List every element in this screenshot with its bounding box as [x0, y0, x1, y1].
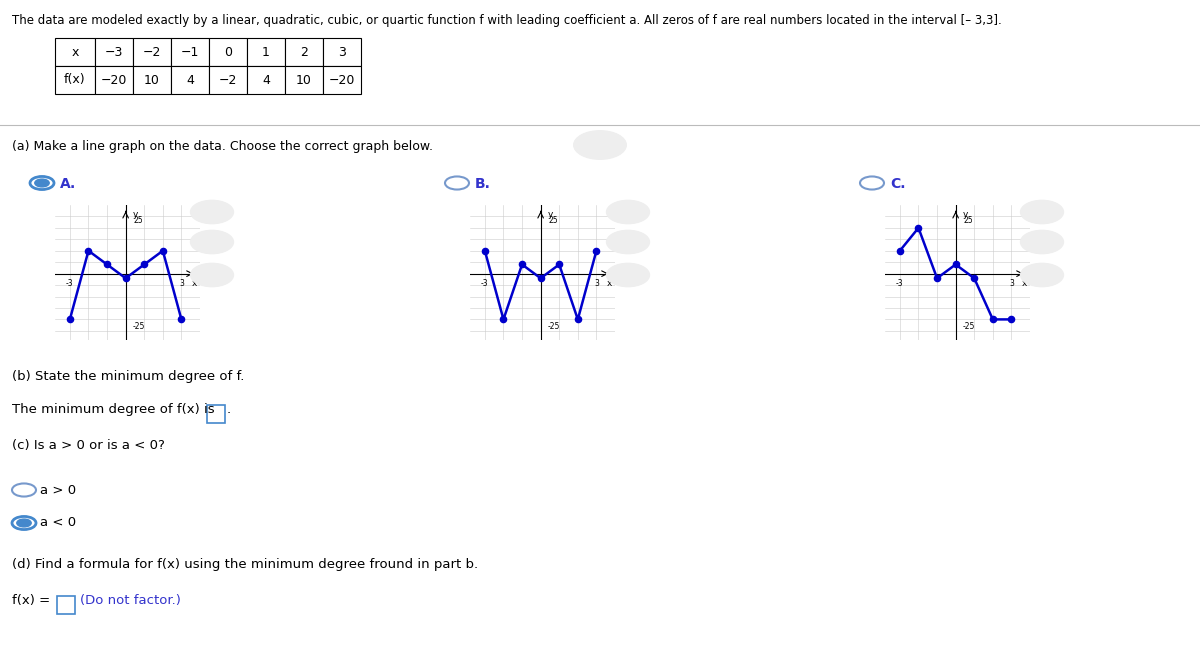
Bar [133, 38, 172, 66]
Point [154, 245, 173, 256]
Bar [172, 66, 209, 94]
Text: ⊖: ⊖ [208, 237, 217, 247]
Text: x: x [192, 279, 197, 288]
Text: x: x [607, 279, 612, 288]
Text: 4: 4 [262, 73, 270, 86]
Text: -3: -3 [66, 279, 73, 288]
Text: -25: -25 [548, 322, 560, 331]
Point [97, 259, 116, 269]
Text: B.: B. [475, 177, 491, 191]
Text: −2: −2 [218, 73, 238, 86]
Bar [323, 38, 361, 66]
Text: (c) Is a > 0 or is a < 0?: (c) Is a > 0 or is a < 0? [12, 439, 164, 452]
Bar [55, 38, 95, 66]
Text: f(x): f(x) [64, 73, 86, 86]
Text: -25: -25 [133, 322, 145, 331]
Text: 3: 3 [179, 279, 184, 288]
Text: 0: 0 [224, 46, 232, 58]
Bar [247, 66, 286, 94]
Point [494, 314, 514, 324]
Text: 25: 25 [964, 216, 973, 226]
Text: -3: -3 [896, 279, 904, 288]
Text: 10: 10 [144, 73, 160, 86]
Bar [323, 66, 361, 94]
Text: 25: 25 [548, 216, 558, 226]
Text: (a) Make a line graph on the data. Choose the correct graph below.: (a) Make a line graph on the data. Choos… [12, 140, 433, 153]
Text: y: y [133, 209, 138, 218]
Point [587, 245, 606, 256]
Point [569, 314, 588, 324]
Bar [133, 66, 172, 94]
Bar [95, 38, 133, 66]
Text: f(x) =: f(x) = [12, 594, 50, 607]
Text: −1: −1 [181, 46, 199, 58]
Bar [55, 66, 95, 94]
Text: A.: A. [60, 177, 77, 191]
Point [1002, 314, 1021, 324]
Text: −20: −20 [329, 73, 355, 86]
Point [550, 259, 569, 269]
Point [983, 314, 1002, 324]
Point [946, 259, 965, 269]
Text: a < 0: a < 0 [40, 517, 76, 530]
Point [60, 314, 79, 324]
Point [965, 273, 984, 283]
Text: ⊕: ⊕ [1037, 207, 1046, 217]
Bar [286, 66, 323, 94]
Text: ⧉: ⧉ [625, 270, 631, 280]
Text: −3: −3 [104, 46, 124, 58]
Text: (Do not factor.): (Do not factor.) [80, 594, 181, 607]
Text: ⊕: ⊕ [208, 207, 217, 217]
Text: ⊖: ⊖ [1037, 237, 1046, 247]
Text: The data are modeled exactly by a linear, quadratic, cubic, or quartic function : The data are modeled exactly by a linear… [12, 14, 1002, 27]
Text: The minimum degree of f(x) is: The minimum degree of f(x) is [12, 403, 215, 416]
Bar [95, 66, 133, 94]
Text: 3: 3 [338, 46, 346, 58]
Bar [286, 38, 323, 66]
Text: -3: -3 [481, 279, 488, 288]
Text: x: x [1021, 279, 1027, 288]
Text: C.: C. [890, 177, 906, 191]
Text: 3: 3 [1009, 279, 1014, 288]
Point [928, 273, 947, 283]
Point [475, 245, 494, 256]
Bar [58, 596, 74, 614]
Text: ⊖: ⊖ [623, 237, 632, 247]
Text: 1: 1 [262, 46, 270, 58]
Point [172, 314, 191, 324]
Text: 4: 4 [186, 73, 194, 86]
Bar [209, 66, 247, 94]
Point [512, 259, 532, 269]
Text: 25: 25 [133, 216, 143, 226]
Bar [208, 405, 226, 423]
Text: y: y [548, 209, 553, 218]
Text: -25: -25 [964, 322, 976, 331]
Point [116, 273, 136, 283]
Bar [247, 38, 286, 66]
Text: ⊕: ⊕ [623, 207, 632, 217]
Text: 2: 2 [300, 46, 308, 58]
Text: ⧉: ⧉ [209, 270, 215, 280]
Bar [209, 38, 247, 66]
Point [532, 273, 551, 283]
Text: 3: 3 [594, 279, 599, 288]
Text: a > 0: a > 0 [40, 483, 76, 496]
Bar [172, 38, 209, 66]
Text: −2: −2 [143, 46, 161, 58]
Text: 10: 10 [296, 73, 312, 86]
Point [908, 222, 928, 233]
Text: y: y [964, 209, 968, 218]
Text: x: x [71, 46, 79, 58]
Text: (d) Find a formula for f(x) using the minimum degree fround in part b.: (d) Find a formula for f(x) using the mi… [12, 558, 478, 571]
Text: · · ·: · · · [592, 140, 608, 150]
Point [890, 245, 910, 256]
Text: .: . [227, 403, 232, 416]
Point [79, 245, 98, 256]
Point [134, 259, 154, 269]
Text: −20: −20 [101, 73, 127, 86]
Text: ⧉: ⧉ [1039, 270, 1045, 280]
Text: (b) State the minimum degree of f.: (b) State the minimum degree of f. [12, 370, 245, 383]
